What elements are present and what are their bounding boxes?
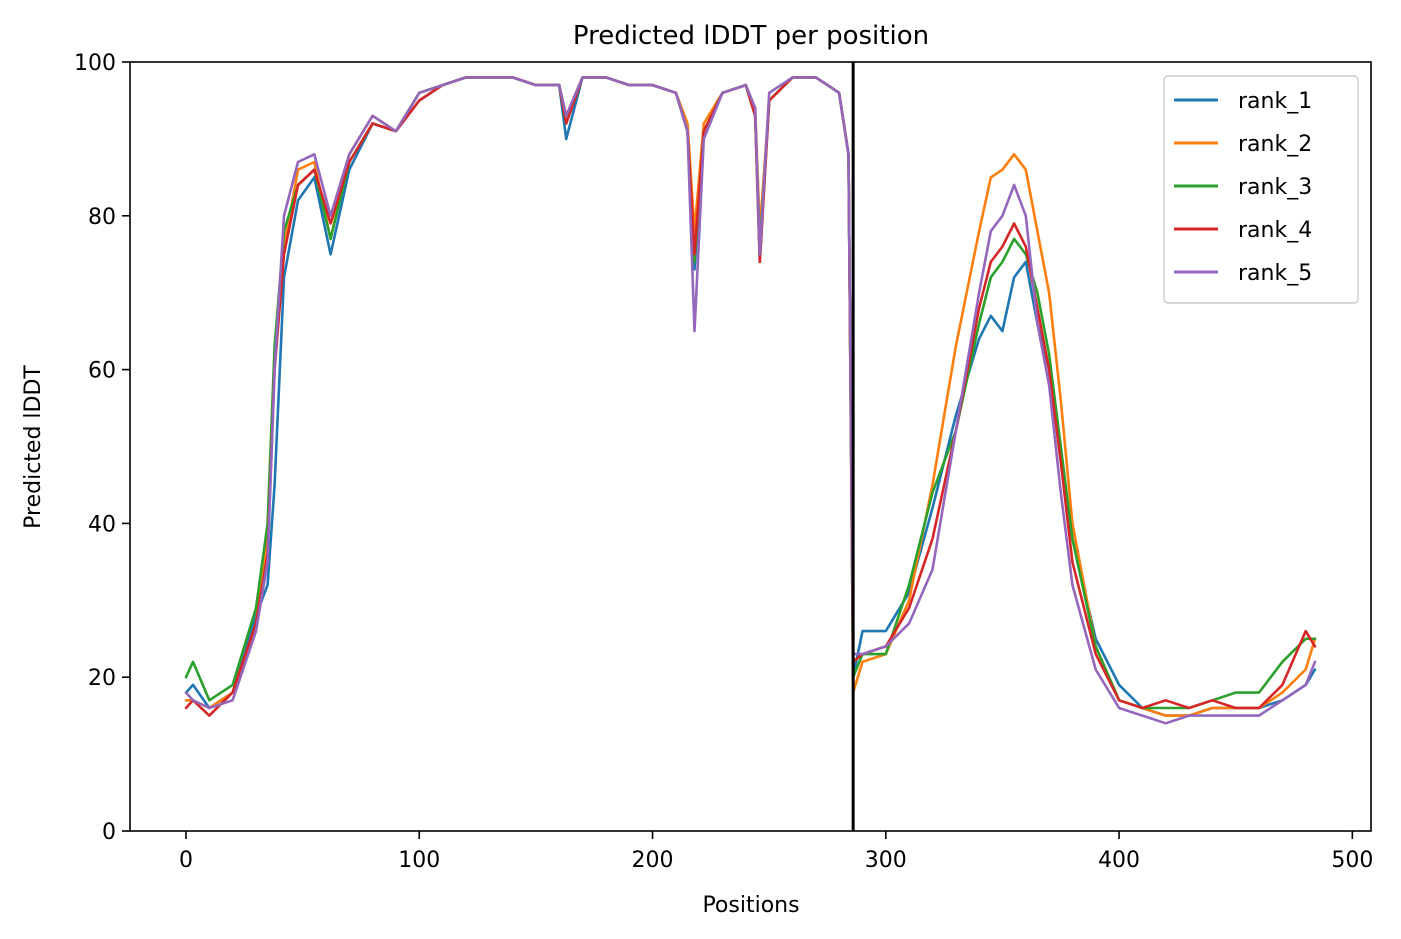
x-tick-label: 200 (632, 848, 674, 873)
y-axis: 0 20 40 60 80 100 (74, 51, 130, 845)
y-tick-label: 80 (88, 205, 116, 230)
x-tick-label: 0 (179, 848, 193, 873)
legend-label-rank_5: rank_5 (1238, 261, 1312, 286)
legend-label-rank_3: rank_3 (1238, 175, 1312, 200)
legend-label-rank_2: rank_2 (1238, 132, 1312, 157)
x-tick-label: 400 (1098, 848, 1140, 873)
chart-title: Predicted lDDT per position (573, 21, 929, 51)
legend-box (1163, 75, 1359, 304)
y-tick-label: 60 (88, 359, 116, 384)
y-tick-label: 0 (102, 820, 116, 845)
x-axis-label: Positions (702, 893, 799, 918)
x-tick-label: 100 (398, 848, 440, 873)
y-tick-label: 100 (74, 51, 116, 76)
legend-label-rank_4: rank_4 (1238, 218, 1312, 243)
series-line-rank_5 (184, 76, 1317, 725)
plot-area (184, 62, 1317, 831)
x-tick-label: 300 (865, 848, 907, 873)
y-tick-label: 20 (88, 666, 116, 691)
legend: rank_1 rank_2 rank_3 rank_4 rank_5 (1163, 75, 1359, 304)
legend-label-rank_1: rank_1 (1238, 89, 1312, 114)
y-axis-label: Predicted lDDT (21, 365, 46, 529)
y-tick-label: 40 (88, 512, 116, 537)
x-tick-label: 500 (1331, 848, 1373, 873)
plot-frame (129, 61, 1372, 832)
x-axis: 0 100 200 300 400 500 (179, 831, 1373, 873)
